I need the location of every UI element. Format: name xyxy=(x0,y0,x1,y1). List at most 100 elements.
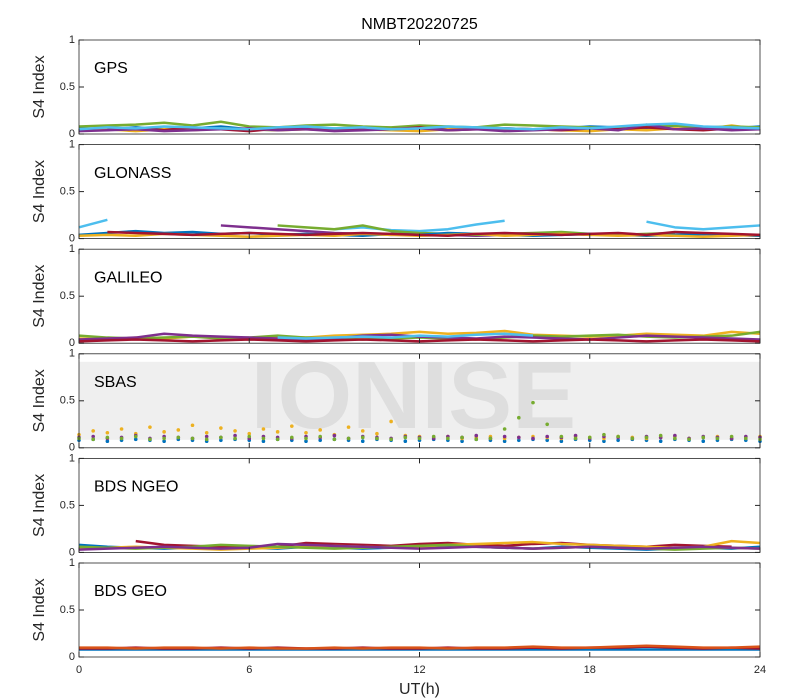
y-tick-label: 0.5 xyxy=(60,499,75,511)
point xyxy=(389,419,393,424)
point xyxy=(261,427,266,431)
y-axis-label: S4 Index xyxy=(31,578,48,641)
point xyxy=(204,430,209,435)
point xyxy=(261,439,266,444)
point xyxy=(346,436,351,441)
point xyxy=(531,436,535,441)
point xyxy=(403,435,408,440)
point xyxy=(474,433,479,438)
point xyxy=(360,429,365,433)
x-tick-label: 24 xyxy=(754,664,766,676)
point xyxy=(545,438,549,443)
y-tick-label: 1 xyxy=(69,243,75,255)
y-tick-label: 0.5 xyxy=(60,395,75,407)
point xyxy=(630,436,635,441)
point xyxy=(176,428,181,432)
point xyxy=(304,436,308,441)
point xyxy=(190,423,195,428)
point xyxy=(701,435,706,440)
point xyxy=(91,437,95,442)
plot-area xyxy=(77,400,762,444)
point xyxy=(91,429,95,433)
point xyxy=(403,439,408,444)
series-line xyxy=(107,230,761,238)
point xyxy=(162,439,166,444)
point xyxy=(204,434,209,439)
point xyxy=(658,433,663,438)
y-tick-label: 1 xyxy=(69,557,75,569)
point xyxy=(616,434,620,439)
y-tick-label: 0 xyxy=(69,442,75,454)
y-axis-label: S4 Index xyxy=(31,474,48,537)
y-tick-label: 0 xyxy=(69,337,75,349)
y-tick-label: 0.5 xyxy=(60,186,75,198)
point xyxy=(318,428,322,432)
point xyxy=(474,437,479,442)
point xyxy=(673,433,677,438)
series-line xyxy=(79,644,761,650)
point xyxy=(318,438,322,443)
point xyxy=(502,434,507,439)
series-line xyxy=(78,218,761,233)
point xyxy=(190,436,195,441)
panel-label: BDS GEO xyxy=(94,583,167,600)
panel-label: BDS NGEO xyxy=(94,479,178,496)
point xyxy=(460,435,464,440)
point xyxy=(133,434,138,439)
y-axis-label: S4 Index xyxy=(31,160,48,223)
point xyxy=(417,436,422,441)
point xyxy=(375,436,379,441)
point xyxy=(233,429,237,433)
point xyxy=(219,435,223,440)
point xyxy=(502,427,507,431)
point xyxy=(517,438,521,443)
point xyxy=(204,437,209,442)
point xyxy=(517,435,521,440)
point xyxy=(431,434,436,439)
x-tick-label: 6 xyxy=(246,664,252,676)
point xyxy=(545,434,549,439)
y-tick-label: 0.5 xyxy=(60,604,75,616)
point xyxy=(602,439,606,444)
axes-background xyxy=(79,563,760,657)
series-line xyxy=(78,122,761,131)
point xyxy=(119,436,124,441)
y-tick-label: 0 xyxy=(69,546,75,558)
point xyxy=(233,436,237,441)
x-axis-label: UT(h) xyxy=(399,681,440,698)
panel-label: GLONASS xyxy=(94,165,171,182)
point xyxy=(247,431,252,436)
point xyxy=(701,439,706,444)
y-axis-label: S4 Index xyxy=(31,55,48,118)
point xyxy=(715,436,720,441)
y-tick-label: 1 xyxy=(69,348,75,360)
point xyxy=(176,435,181,440)
point xyxy=(517,415,521,420)
axes-background xyxy=(79,458,760,553)
point xyxy=(105,435,110,440)
point xyxy=(332,437,337,442)
point xyxy=(119,427,124,431)
point xyxy=(290,435,294,440)
point xyxy=(318,434,322,439)
point xyxy=(360,435,365,440)
y-tick-label: 1 xyxy=(69,452,75,464)
point xyxy=(304,439,308,444)
point xyxy=(389,437,393,442)
axes-background xyxy=(79,249,760,344)
point xyxy=(673,436,677,441)
point xyxy=(105,430,110,435)
y-tick-label: 1 xyxy=(69,139,75,151)
point xyxy=(488,436,493,441)
y-tick-label: 0 xyxy=(69,651,75,663)
y-tick-label: 1 xyxy=(69,34,75,46)
point xyxy=(290,424,294,428)
y-tick-label: 0.5 xyxy=(60,81,75,93)
point xyxy=(275,430,280,434)
point xyxy=(559,439,564,444)
point xyxy=(531,400,535,405)
point xyxy=(304,430,308,435)
point xyxy=(573,436,578,441)
